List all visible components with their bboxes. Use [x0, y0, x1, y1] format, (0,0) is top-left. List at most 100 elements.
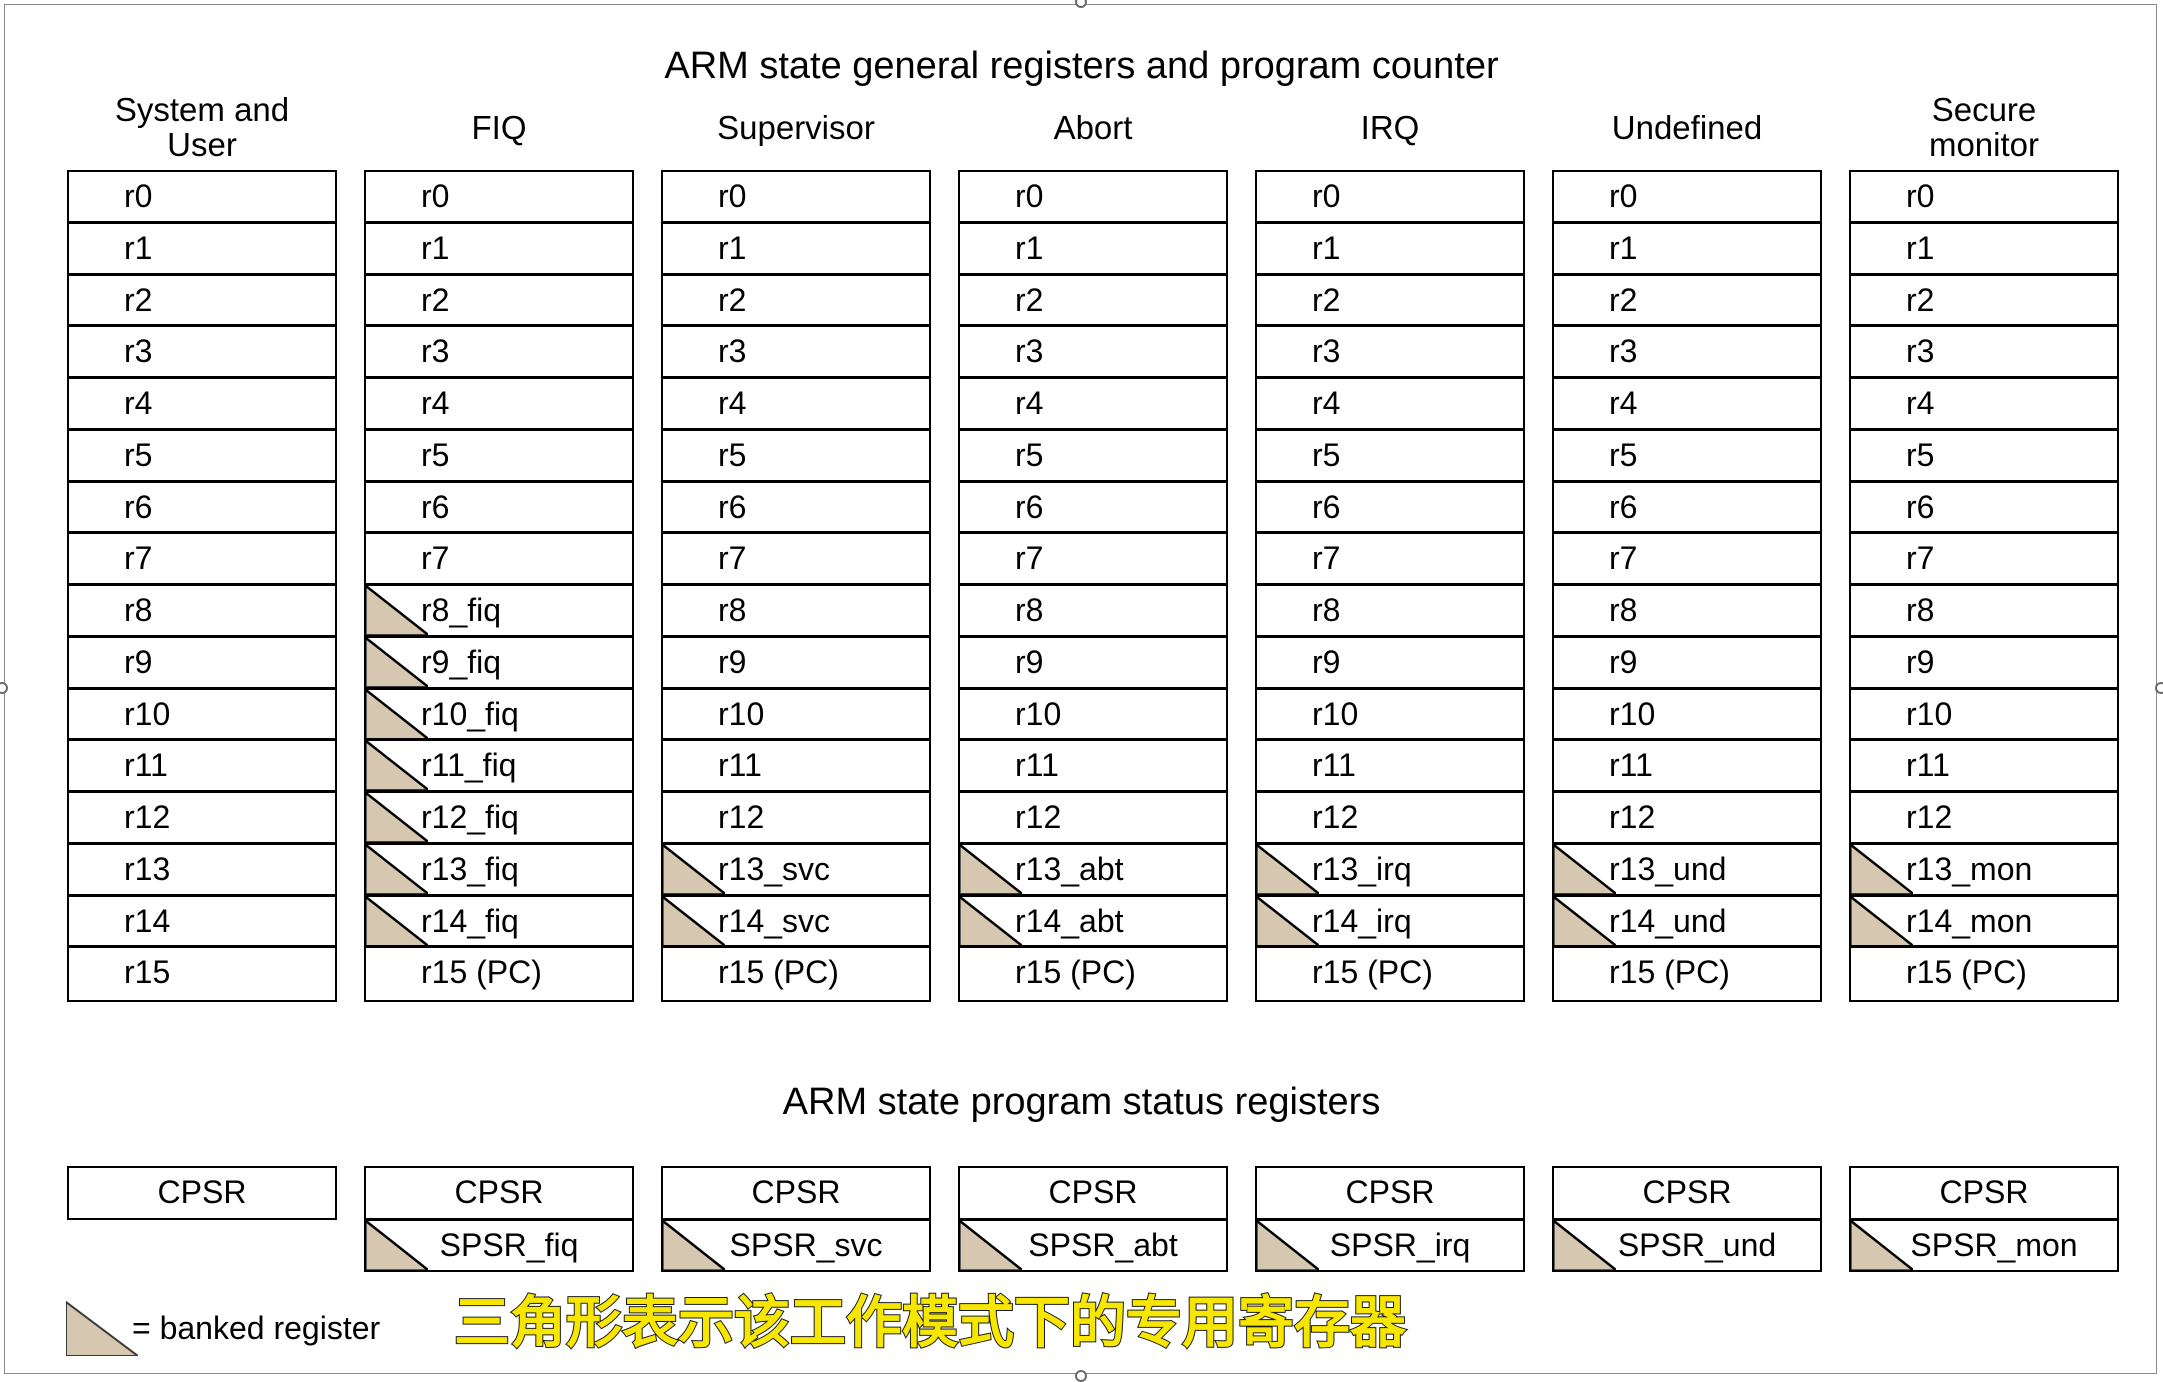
register-label: r8 — [1906, 592, 1935, 628]
register-cell: r10 — [69, 690, 335, 742]
register-cell: r11 — [663, 741, 929, 793]
register-label: r3 — [1312, 333, 1341, 370]
banked-register-cell: r12_fiq — [366, 793, 632, 845]
register-cell: r7 — [366, 534, 632, 586]
register-cell: r6 — [69, 483, 335, 535]
mode-header: Undefined — [1611, 109, 1763, 146]
spsr-cell: SPSR_und — [1554, 1218, 1820, 1270]
register-cell: r5 — [663, 431, 929, 483]
register-label: r7 — [421, 540, 450, 577]
banked-register-cell: r13_svc — [663, 844, 929, 897]
register-cell: r9 — [663, 638, 929, 690]
register-label: r13_fiq — [421, 850, 519, 887]
mode-header: System and User — [114, 91, 290, 163]
register-label: r2 — [1312, 281, 1341, 318]
register-cell: r9 — [1257, 638, 1523, 690]
register-column: r0 r1 r2 r3 r4 r5 r6 r7 r8 r9 r10 r11 r12 r13_und r14_… — [1552, 170, 1822, 1002]
register-label: r0 — [1609, 178, 1638, 214]
register-cell: r3 — [69, 327, 335, 379]
register-label: r2 — [421, 281, 450, 318]
status-register-column: CPSR SPSR_irq — [1255, 1166, 1525, 1272]
register-label: r4 — [718, 385, 747, 421]
register-cell: r3 — [960, 327, 1226, 379]
register-cell: r10 — [663, 690, 929, 742]
register-label: r6 — [421, 488, 450, 525]
register-label: r1 — [1906, 229, 1935, 266]
register-cell: r10 — [1554, 690, 1820, 742]
banked-triangle-icon — [1554, 1221, 1616, 1270]
banked-register-cell: r13_und — [1554, 844, 1820, 897]
banked-triangle-icon — [663, 896, 725, 946]
banked-register-cell: r14_mon — [1851, 896, 2117, 949]
register-label: r6 — [124, 488, 153, 525]
register-cell: r9 — [960, 638, 1226, 690]
register-cell: r10 — [960, 690, 1226, 742]
register-cell: r15 — [69, 948, 335, 1000]
register-cell: r8 — [69, 586, 335, 638]
register-cell: r6 — [1851, 483, 2117, 535]
register-label: r15 (PC) — [1609, 954, 1730, 991]
status-register-column: CPSR SPSR_und — [1552, 1166, 1822, 1272]
register-label: r13_irq — [1312, 850, 1412, 887]
register-cell: r11 — [69, 741, 335, 793]
register-cell: r15 (PC) — [960, 948, 1226, 1000]
register-label: r12 — [1609, 799, 1656, 835]
register-label: r10_fiq — [421, 695, 519, 732]
register-cell: r2 — [1257, 276, 1523, 328]
resize-handle-right[interactable] — [2155, 682, 2163, 694]
register-cell: r3 — [1851, 327, 2117, 379]
register-label: r12 — [124, 799, 171, 835]
register-label: r4 — [1312, 385, 1341, 421]
resize-handle-bottom[interactable] — [1075, 1370, 1087, 1382]
register-label: r9 — [1312, 643, 1341, 680]
resize-handle-top[interactable] — [1075, 0, 1087, 8]
banked-triangle-icon — [366, 896, 428, 946]
banked-triangle-icon — [366, 1221, 428, 1270]
register-cell: r0 — [960, 172, 1226, 224]
register-label: r5 — [1015, 436, 1044, 473]
register-cell: r1 — [1851, 224, 2117, 276]
banked-triangle-icon — [366, 793, 428, 842]
register-label: r11 — [1609, 747, 1653, 784]
register-column: r0 r1 r2 r3 r4 r5 r6 r7 r8 r9 r10 r11 r12 r13_svc r14_… — [661, 170, 931, 1002]
status-register-label: CPSR — [1642, 1174, 1732, 1210]
spsr-cell: SPSR_irq — [1257, 1218, 1523, 1270]
register-cell: r0 — [663, 172, 929, 224]
register-label: r6 — [1906, 488, 1935, 525]
banked-register-cell: r14_fiq — [366, 896, 632, 949]
register-label: r2 — [718, 281, 747, 318]
status-register-label: CPSR — [1939, 1174, 2029, 1210]
register-label: r14_fiq — [421, 902, 519, 939]
register-cell: r15 (PC) — [663, 948, 929, 1000]
register-cell: r5 — [960, 431, 1226, 483]
status-register-label: CPSR — [1345, 1174, 1435, 1210]
register-cell: r1 — [960, 224, 1226, 276]
register-label: r0 — [1312, 178, 1341, 214]
register-label: r0 — [718, 178, 747, 214]
register-cell: r4 — [1851, 379, 2117, 431]
register-label: r11 — [124, 747, 168, 784]
cpsr-cell: CPSR — [69, 1168, 335, 1218]
register-label: r14_irq — [1312, 902, 1412, 939]
register-label: r9 — [718, 643, 747, 680]
banked-register-cell: r13_irq — [1257, 844, 1523, 897]
register-cell: r2 — [960, 276, 1226, 328]
register-cell: r8 — [663, 586, 929, 638]
register-cell: r11 — [1554, 741, 1820, 793]
spsr-cell: SPSR_svc — [663, 1218, 929, 1270]
register-cell: r0 — [1257, 172, 1523, 224]
banked-triangle-icon — [1257, 844, 1319, 894]
register-cell: r9 — [69, 638, 335, 690]
register-cell: r1 — [366, 224, 632, 276]
subtitle-caption: 三角形表示该工作模式下的专用寄存器 — [453, 1290, 1407, 1357]
register-label: r4 — [1906, 385, 1935, 421]
register-label: r5 — [718, 436, 747, 473]
resize-handle-left[interactable] — [0, 682, 8, 694]
register-label: r0 — [421, 178, 450, 214]
register-label: r14 — [124, 902, 171, 939]
status-register-label: CPSR — [751, 1174, 841, 1210]
banked-triangle-icon — [366, 689, 428, 739]
register-label: r8 — [124, 592, 153, 628]
register-label: r1 — [1609, 229, 1638, 266]
register-cell: r11 — [960, 741, 1226, 793]
